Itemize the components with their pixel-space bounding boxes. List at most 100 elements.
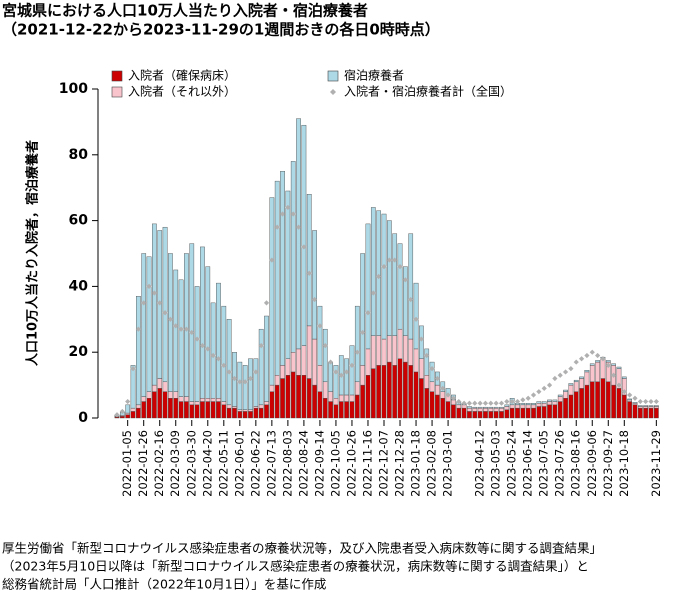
bar-segment	[194, 401, 200, 406]
bar-segment	[205, 398, 211, 402]
bar-segment	[413, 282, 419, 350]
x-tick-label: 2023-08-16	[569, 430, 583, 497]
bar-segment	[403, 335, 408, 363]
bar-segment	[338, 401, 344, 419]
bar-segment	[504, 409, 510, 419]
point	[194, 336, 200, 342]
point	[637, 398, 643, 405]
x-tick-label: 2022-12-28	[393, 430, 407, 497]
bar-segment	[515, 407, 520, 419]
bar-segment	[477, 406, 483, 409]
bar-segment	[296, 375, 301, 419]
point	[413, 316, 419, 322]
point	[493, 400, 499, 406]
point	[317, 323, 323, 329]
x-tick-label: 2022-05-11	[216, 430, 230, 497]
bar-segment	[296, 348, 301, 376]
bar-segment	[616, 388, 622, 419]
bar-segment	[328, 391, 333, 402]
bar-segment	[216, 282, 221, 399]
bar-segment	[477, 407, 483, 412]
x-tick-label: 2023-04-12	[473, 430, 487, 497]
y-tick-label: 60	[69, 213, 89, 229]
source-note: （2023年5月10日以降は「新型コロナウイルス感染症患者の療養状況，病床数等に…	[2, 559, 589, 574]
point	[429, 366, 435, 372]
bar-segment	[595, 361, 600, 383]
bar-segment	[413, 371, 419, 419]
y-tick-label: 80	[69, 147, 89, 163]
bar-segment	[573, 381, 579, 392]
point	[600, 356, 606, 362]
bar-segment	[317, 305, 323, 366]
bar-segment	[274, 180, 280, 376]
bar-segment	[360, 365, 365, 386]
point	[616, 382, 622, 388]
bar-segment	[301, 375, 307, 419]
point	[418, 336, 424, 342]
point	[338, 372, 344, 378]
x-tick-label: 2023-07-05	[537, 430, 551, 497]
bar-segment	[403, 266, 408, 336]
bar-segment	[370, 335, 376, 369]
point	[258, 343, 264, 349]
bar-segment	[424, 388, 430, 419]
bar-segment	[536, 402, 542, 407]
bar-segment	[349, 345, 355, 396]
bar-segment	[232, 406, 237, 409]
x-tick-label: 2022-08-24	[296, 430, 310, 497]
bar-segment	[424, 348, 430, 376]
bar-segment	[184, 253, 189, 397]
x-tick-label: 2022-01-05	[120, 430, 134, 497]
bar-segment	[322, 398, 328, 419]
point	[125, 398, 131, 405]
bar-segment	[189, 404, 195, 419]
bar-segment	[557, 401, 563, 419]
x-tick-label: 2023-11-29	[649, 430, 663, 497]
bar-segment	[216, 398, 221, 402]
bar-segment	[520, 407, 526, 419]
point	[146, 283, 152, 289]
bar-segment	[280, 171, 285, 366]
bar-segment	[157, 378, 163, 389]
point	[440, 385, 446, 391]
bar-segment	[600, 378, 606, 419]
bar-segment	[162, 226, 168, 383]
bar-segment	[451, 404, 456, 419]
point	[408, 296, 414, 303]
bar-segment	[541, 402, 547, 407]
point	[253, 369, 259, 375]
bar-segment	[611, 384, 616, 419]
bar-segment	[253, 407, 259, 419]
bar-segment	[627, 401, 632, 419]
point	[648, 398, 654, 405]
point	[130, 366, 136, 372]
point	[386, 257, 392, 263]
point	[562, 369, 569, 375]
point	[295, 224, 302, 230]
bar-segment	[136, 296, 141, 406]
point	[397, 264, 403, 270]
bar-segment	[280, 378, 285, 419]
bar-segment	[611, 363, 616, 366]
point	[173, 323, 179, 329]
point	[450, 395, 457, 401]
bar-segment	[221, 404, 227, 419]
bar-segment	[477, 411, 483, 419]
bar-segment	[306, 194, 312, 327]
point	[434, 375, 440, 382]
bar-segment	[547, 399, 552, 402]
bar-segment	[589, 365, 595, 383]
x-tick-label: 2022-12-07	[377, 430, 391, 497]
bar-segment	[344, 401, 349, 419]
bar-segment	[563, 391, 568, 399]
bar-segment	[349, 401, 355, 419]
bar-segment	[499, 406, 504, 409]
bar-segment	[306, 378, 312, 419]
bar-segment	[184, 396, 189, 402]
point	[162, 310, 168, 316]
bar-segment	[536, 406, 542, 419]
point	[525, 395, 531, 401]
bar-segment	[157, 388, 163, 419]
bar-segment	[632, 404, 638, 419]
point	[456, 398, 462, 405]
